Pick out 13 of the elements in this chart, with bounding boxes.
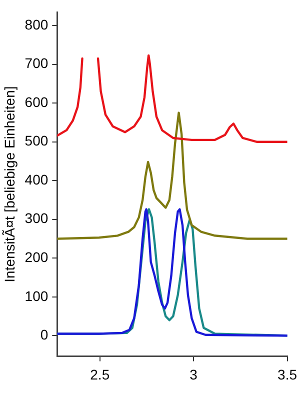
y-tick-label: 100	[24, 288, 48, 304]
y-tick-label: 0	[40, 326, 48, 343]
y-tick-label: 400	[24, 171, 48, 188]
x-tick-label: 3	[190, 366, 198, 382]
x-tick-label: 2.5	[90, 366, 110, 382]
y-tick-label: 500	[24, 132, 48, 149]
y-axis-title: IntensitÃ¤t [beliebige Einheiten]	[1, 86, 18, 282]
y-tick-label: 700	[24, 55, 48, 72]
y-tick-label: 200	[24, 248, 48, 265]
x-tick-label: 3.5	[278, 366, 298, 382]
y-tick-label: 600	[24, 94, 48, 110]
y-tick-label: 800	[24, 16, 48, 32]
y-tick-label: 300	[24, 210, 48, 226]
